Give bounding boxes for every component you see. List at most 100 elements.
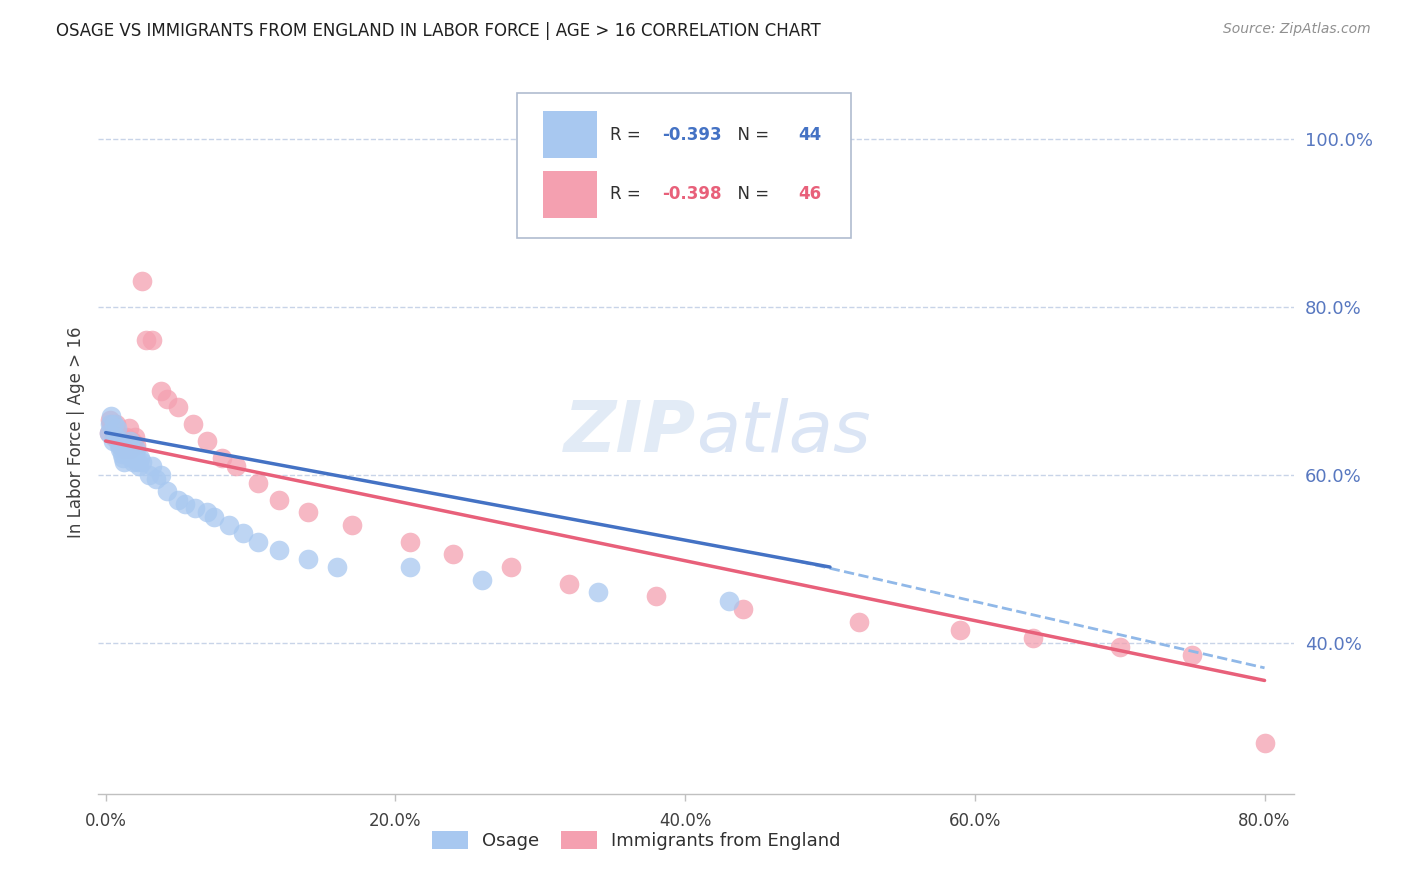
Point [129, 450, 152, 465]
Point [101, 434, 124, 448]
Point [98, 413, 121, 427]
Point [1253, 736, 1275, 750]
Point [105, 421, 128, 435]
Point [117, 447, 139, 461]
Point [326, 560, 349, 574]
Text: N =: N = [727, 185, 775, 203]
Point [107, 438, 129, 452]
Point [110, 430, 132, 444]
Point [645, 590, 668, 604]
Point [103, 417, 125, 432]
Text: atlas: atlas [696, 398, 870, 467]
Point [232, 526, 254, 541]
Point [107, 434, 129, 448]
Point [225, 459, 247, 474]
Point [135, 333, 157, 347]
Point [167, 492, 190, 507]
Point [121, 434, 143, 448]
Point [128, 459, 150, 474]
Point [399, 560, 422, 574]
Point [124, 447, 146, 461]
Legend: Osage, Immigrants from England: Osage, Immigrants from England [425, 823, 848, 857]
Text: -0.393: -0.393 [662, 126, 723, 144]
Point [115, 442, 138, 457]
FancyBboxPatch shape [517, 93, 852, 237]
Point [118, 421, 141, 435]
Point [586, 585, 609, 599]
Text: 46: 46 [799, 185, 823, 203]
Text: OSAGE VS IMMIGRANTS FROM ENGLAND IN LABOR FORCE | AGE > 16 CORRELATION CHART: OSAGE VS IMMIGRANTS FROM ENGLAND IN LABO… [56, 22, 821, 40]
Point [246, 476, 269, 491]
Point [124, 430, 146, 444]
Point [202, 509, 225, 524]
Point [149, 467, 172, 482]
Point [269, 543, 291, 558]
Point [218, 518, 240, 533]
Point [297, 551, 319, 566]
Point [100, 409, 122, 423]
Point [155, 484, 177, 499]
Point [131, 274, 153, 288]
Point [731, 602, 754, 616]
Point [97, 425, 120, 440]
Point [340, 518, 363, 533]
Point [441, 548, 464, 562]
Point [122, 455, 145, 469]
Point [1022, 632, 1045, 646]
Point [399, 534, 422, 549]
Point [1181, 648, 1204, 663]
Point [104, 417, 127, 432]
Text: R =: R = [610, 185, 645, 203]
Point [114, 442, 136, 457]
Point [125, 438, 148, 452]
Point [848, 615, 870, 629]
Point [105, 425, 128, 440]
Point [184, 501, 207, 516]
Point [127, 455, 149, 469]
Point [211, 450, 233, 465]
Point [112, 434, 135, 448]
Point [155, 392, 177, 406]
Point [471, 573, 494, 587]
Point [138, 467, 160, 482]
Point [149, 384, 172, 398]
Point [108, 442, 131, 457]
Point [195, 434, 218, 448]
Point [246, 534, 269, 549]
Point [121, 450, 143, 465]
Point [141, 333, 163, 347]
Text: -0.398: -0.398 [662, 185, 723, 203]
Point [118, 438, 141, 452]
FancyBboxPatch shape [543, 112, 596, 159]
Point [269, 492, 291, 507]
Point [117, 434, 139, 448]
Point [195, 505, 218, 519]
Point [98, 417, 121, 432]
Point [181, 417, 204, 432]
FancyBboxPatch shape [543, 170, 596, 218]
Text: 44: 44 [799, 126, 823, 144]
Text: Source: ZipAtlas.com: Source: ZipAtlas.com [1223, 22, 1371, 37]
Text: N =: N = [727, 126, 775, 144]
Point [101, 421, 124, 435]
Point [120, 434, 142, 448]
Point [141, 459, 163, 474]
Point [100, 417, 122, 432]
Text: ZIP: ZIP [564, 398, 696, 467]
Text: R =: R = [610, 126, 645, 144]
Point [108, 438, 131, 452]
Point [103, 430, 125, 444]
Point [145, 472, 167, 486]
Point [114, 455, 136, 469]
Y-axis label: In Labor Force | Age > 16: In Labor Force | Age > 16 [66, 326, 84, 539]
Point [104, 430, 127, 444]
Point [110, 447, 132, 461]
Point [125, 442, 148, 457]
Point [174, 497, 197, 511]
Point [949, 623, 972, 637]
Point [115, 430, 138, 444]
Point [167, 401, 190, 415]
Point [717, 593, 740, 607]
Point [501, 560, 523, 574]
Point [112, 450, 135, 465]
